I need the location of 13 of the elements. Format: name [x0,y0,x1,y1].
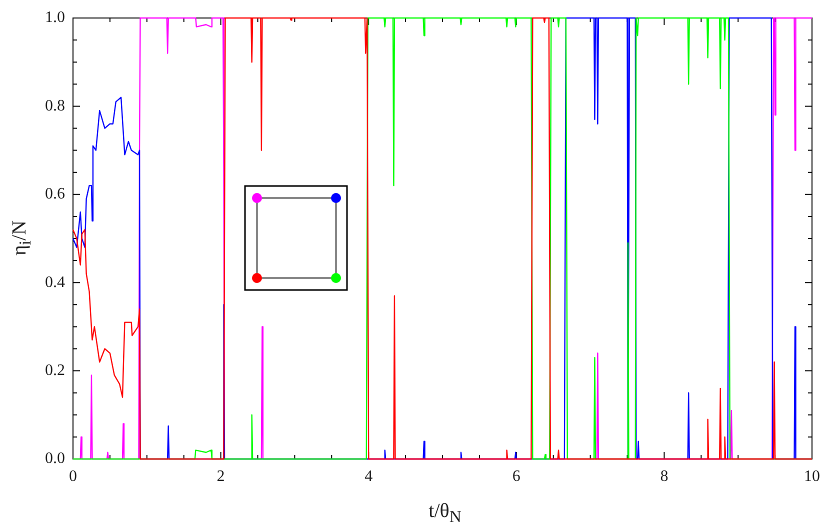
y-tick-label: 0.6 [45,186,65,203]
y-tick-label: 0.0 [45,450,65,468]
x-tick-label: 2 [216,468,225,485]
x-tick-label: 0 [69,468,77,485]
y-tick-label: 0.8 [45,97,65,114]
y-tick-label: 1.0 [45,9,65,26]
x-tick-label: 10 [804,468,820,485]
x-axis-title: t/θ$_{N}$ [428,500,462,527]
x-tick-label: 6 [512,468,520,485]
y-tick-label: 0.4 [45,274,65,291]
x-tick-label: 4 [364,468,373,485]
y-tick-label: 0.2 [45,362,65,380]
x-tick-label: 8 [660,468,668,485]
